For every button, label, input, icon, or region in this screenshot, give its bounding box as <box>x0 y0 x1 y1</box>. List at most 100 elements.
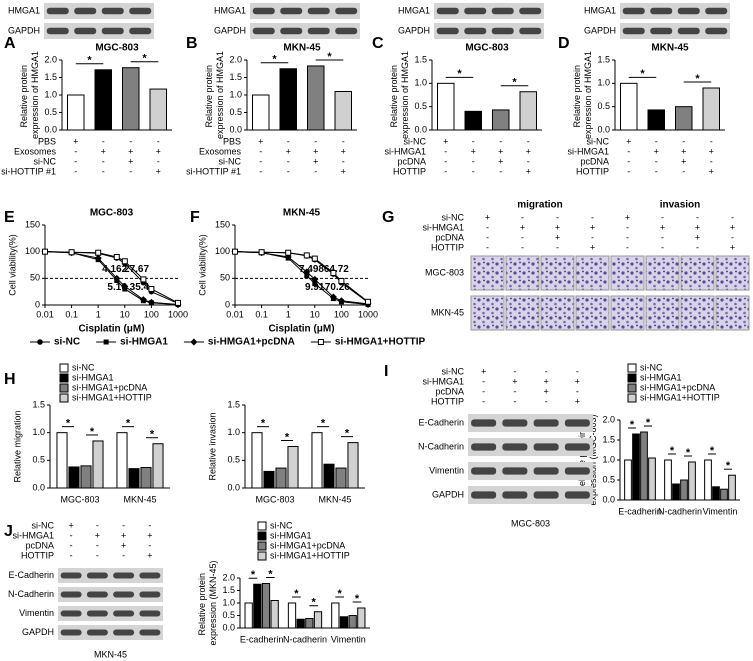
condition-mark: - <box>696 212 699 222</box>
condition-mark: - <box>545 396 548 406</box>
y-tick-label: 0.5 <box>602 474 615 484</box>
blot-band <box>113 572 135 579</box>
blot-band <box>60 591 82 598</box>
marker <box>317 339 324 345</box>
significance-star: * <box>312 597 317 609</box>
blot-band <box>650 27 673 35</box>
significance-star: * <box>150 429 155 441</box>
legend-swatch <box>627 383 637 393</box>
condition-mark: - <box>444 146 447 156</box>
condition-mark: - <box>527 136 530 146</box>
bar <box>287 446 299 489</box>
x-tick-label: Vimentin <box>331 634 366 644</box>
micrograph <box>505 295 540 331</box>
blot-band <box>280 27 303 35</box>
x-tick-label: 10 <box>120 309 130 319</box>
y-tick-label: 1.5 <box>229 72 242 82</box>
bar <box>728 474 736 501</box>
condition-mark: + <box>709 166 714 176</box>
blot-band <box>519 7 542 15</box>
blot-band <box>533 443 559 451</box>
condition-mark: - <box>472 136 475 146</box>
condition-mark: + <box>147 550 152 560</box>
significance-star: * <box>726 460 731 472</box>
bar <box>116 432 128 489</box>
y-axis-label: Relative invasion <box>207 412 217 480</box>
y-tick-label: 150 <box>25 219 40 229</box>
blot-band <box>280 7 303 15</box>
bar <box>140 467 152 489</box>
y-tick-label: 0 <box>225 299 230 309</box>
condition-mark: - <box>129 166 132 176</box>
y-tick-label: 2.0 <box>229 54 242 64</box>
blot-label: GAPDH <box>22 627 54 637</box>
significance-star: * <box>272 54 277 66</box>
bar <box>492 109 510 131</box>
blot-band <box>533 491 559 499</box>
blot-band <box>335 27 358 35</box>
blot-band <box>307 7 330 15</box>
condition-mark: - <box>556 242 559 252</box>
y-tick-label: 0.0 <box>597 124 610 134</box>
blot-label: GAPDH <box>8 25 40 35</box>
marker <box>68 249 75 256</box>
series-line <box>234 251 369 303</box>
condition-mark: + <box>590 242 595 252</box>
marker <box>311 275 319 283</box>
condition-mark: - <box>731 232 734 242</box>
blot-band <box>335 7 358 15</box>
bar <box>313 611 323 629</box>
condition-mark: + <box>128 156 133 166</box>
y-tick-label: 0 <box>35 299 40 309</box>
ic50-label: 4.162 <box>102 264 127 275</box>
significance-star: * <box>345 428 350 440</box>
condition-mark: + <box>512 376 517 386</box>
bar <box>648 457 656 501</box>
condition-label: pcDNA <box>25 540 54 550</box>
micrograph <box>470 295 505 331</box>
condition-mark: - <box>486 232 489 242</box>
legend-label: si-HMGA1 <box>270 530 312 540</box>
blot-strip <box>434 3 544 19</box>
blot-band <box>129 7 152 15</box>
bar <box>253 583 262 629</box>
blot-band <box>471 419 497 427</box>
x-tick-label: 1 <box>96 309 101 319</box>
marker <box>303 268 311 276</box>
condition-label: Exosomes <box>14 146 57 156</box>
bar <box>251 432 263 489</box>
marker <box>304 273 310 279</box>
blot-label: HMGA1 <box>214 5 246 15</box>
marker <box>94 254 102 262</box>
blot-label: E-Cadherin <box>8 570 54 580</box>
y-tick-label: 0.5 <box>229 107 242 117</box>
significance-star: * <box>512 77 517 89</box>
bar <box>647 109 665 131</box>
condition-mark: - <box>545 366 548 376</box>
condition-mark: + <box>471 146 476 156</box>
condition-mark: + <box>575 376 580 386</box>
condition-mark: + <box>95 530 100 540</box>
blot-label: N-Cadherin <box>8 589 54 599</box>
bar <box>122 67 140 131</box>
blot-band <box>436 7 459 15</box>
condition-mark: + <box>555 232 560 242</box>
condition-mark: - <box>682 166 685 176</box>
marker <box>365 298 371 305</box>
blot-band <box>113 629 135 636</box>
blot-band <box>101 27 124 35</box>
blot-label: N-Cadherin <box>418 441 464 451</box>
y-tick-label: 0.0 <box>602 494 615 504</box>
significance-star: * <box>646 417 651 429</box>
marker <box>113 274 121 282</box>
bar <box>702 87 720 131</box>
y-tick-label: 100 <box>25 246 40 256</box>
y-tick-label: 2.0 <box>222 572 235 582</box>
legend-label: si-HMGA1+pcDNA <box>208 337 295 348</box>
micrograph <box>715 255 750 291</box>
condition-label: HOTTIP <box>21 550 54 560</box>
series-line <box>44 251 179 304</box>
condition-mark: - <box>96 520 99 530</box>
panel-letter: B <box>186 35 198 52</box>
chart-title: MGC-803 <box>90 208 134 219</box>
